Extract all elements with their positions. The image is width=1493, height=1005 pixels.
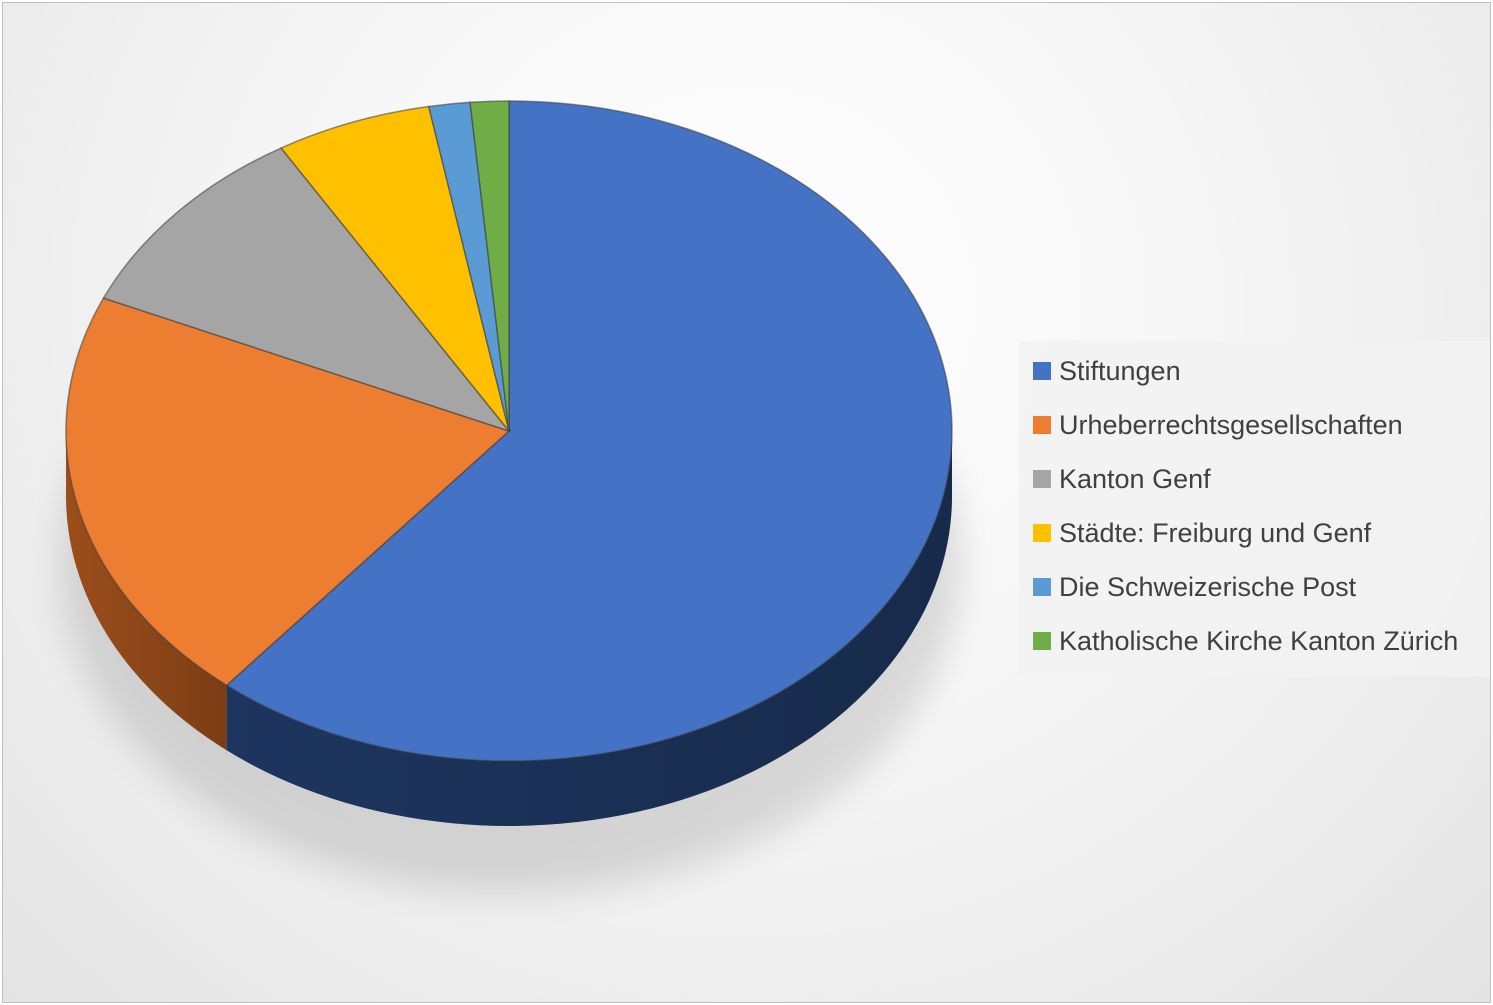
pie-chart <box>61 100 961 893</box>
legend-label: Urheberrechtsgesellschaften <box>1059 409 1403 440</box>
legend-label: Katholische Kirche Kanton Zürich <box>1059 625 1459 656</box>
legend-label: Die Schweizerische Post <box>1059 571 1357 602</box>
legend-item: Städte: Freiburg und Genf <box>1033 518 1371 548</box>
legend-label: Stiftungen <box>1059 355 1181 386</box>
legend-item: Urheberrechtsgesellschaften <box>1033 410 1403 440</box>
pie-slice <box>102 147 512 433</box>
legend-swatch <box>1033 470 1051 488</box>
legend-label: Kanton Genf <box>1059 463 1211 494</box>
legend-swatch <box>1033 578 1051 596</box>
chart-legend: Stiftungen Urheberrechtsgesellschaften K… <box>1019 341 1490 677</box>
legend-swatch <box>1033 416 1051 434</box>
legend-item: Kanton Genf <box>1033 464 1211 494</box>
legend-item: Katholische Kirche Kanton Zürich <box>1033 626 1458 656</box>
legend-item: Stiftungen <box>1033 356 1181 386</box>
legend-swatch <box>1033 524 1051 542</box>
pie-slice-side-shade <box>226 431 953 826</box>
pie-slice-side-shade <box>66 431 227 751</box>
pie-slice <box>279 105 510 432</box>
pie-slice <box>225 100 953 762</box>
pie-slice <box>469 100 510 432</box>
legend-item: Die Schweizerische Post <box>1033 572 1356 602</box>
legend-label: Städte: Freiburg und Genf <box>1059 517 1372 548</box>
legend-swatch <box>1033 362 1051 380</box>
legend-swatch <box>1033 632 1051 650</box>
